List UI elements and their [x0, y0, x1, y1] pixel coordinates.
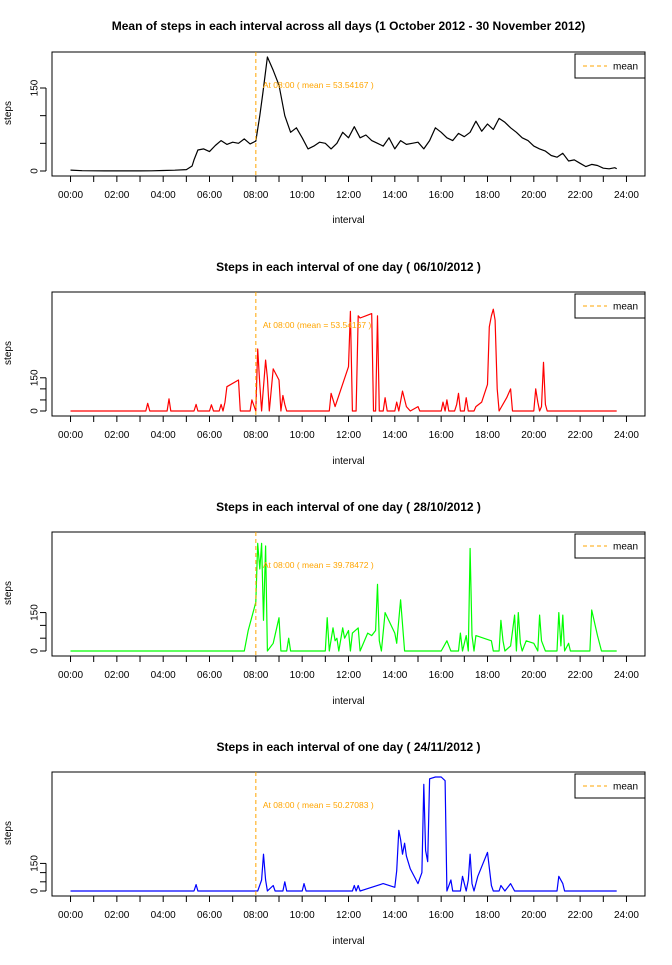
x-tick-label: 08:00: [243, 910, 268, 921]
y-tick-label: 0: [30, 408, 41, 414]
mean-annotation: At 08:00 ( mean = 50.27083 ): [263, 800, 374, 810]
x-tick-label: 14:00: [382, 670, 407, 681]
mean-annotation: At 08:00 ( mean = 39.78472 ): [263, 560, 374, 570]
mean-annotation: At 08:00 ( mean = 53.54167 ): [263, 80, 374, 90]
x-axis-label: interval: [332, 696, 364, 707]
y-axis-label: steps: [3, 581, 14, 605]
x-tick-label: 14:00: [382, 190, 407, 201]
x-tick-label: 18:00: [475, 190, 500, 201]
x-tick-label: 02:00: [104, 430, 129, 441]
x-tick-label: 18:00: [475, 670, 500, 681]
x-tick-label: 20:00: [521, 910, 546, 921]
x-tick-label: 14:00: [382, 430, 407, 441]
chart-title: Steps in each interval of one day ( 28/1…: [216, 500, 481, 514]
legend-label: mean: [613, 542, 638, 553]
x-tick-label: 12:00: [336, 190, 361, 201]
y-tick-label: 150: [30, 369, 41, 386]
x-tick-label: 10:00: [290, 430, 315, 441]
chart-panel-2: Steps in each interval of one day ( 06/1…: [3, 260, 646, 467]
x-tick-label: 20:00: [521, 430, 546, 441]
x-tick-label: 08:00: [243, 670, 268, 681]
x-tick-label: 10:00: [290, 670, 315, 681]
x-tick-label: 02:00: [104, 670, 129, 681]
y-axis-label: steps: [3, 821, 14, 845]
y-axis-label: steps: [3, 101, 14, 125]
x-tick-label: 24:00: [614, 910, 639, 921]
x-tick-label: 24:00: [614, 190, 639, 201]
x-tick-label: 10:00: [290, 190, 315, 201]
x-tick-label: 08:00: [243, 430, 268, 441]
chart-title: Steps in each interval of one day ( 24/1…: [216, 740, 480, 754]
x-tick-label: 02:00: [104, 910, 129, 921]
x-tick-label: 04:00: [151, 190, 176, 201]
x-axis-label: interval: [332, 215, 364, 226]
chart-title: Mean of steps in each interval across al…: [112, 19, 586, 33]
y-tick-label: 150: [30, 855, 41, 872]
x-tick-label: 12:00: [336, 670, 361, 681]
y-tick-label: 0: [30, 648, 41, 654]
series-line: [70, 776, 617, 892]
x-tick-label: 00:00: [58, 910, 83, 921]
x-tick-label: 10:00: [290, 910, 315, 921]
x-tick-label: 22:00: [568, 190, 593, 201]
x-tick-label: 08:00: [243, 190, 268, 201]
x-tick-label: 00:00: [58, 190, 83, 201]
y-tick-label: 150: [30, 79, 41, 96]
legend-label: mean: [613, 62, 638, 73]
x-tick-label: 02:00: [104, 190, 129, 201]
x-tick-label: 12:00: [336, 430, 361, 441]
x-tick-label: 18:00: [475, 430, 500, 441]
x-tick-label: 22:00: [568, 910, 593, 921]
chart-title: Steps in each interval of one day ( 06/1…: [216, 260, 481, 274]
mean-annotation: At 08:00 (mean = 53.54167 ): [263, 320, 372, 330]
x-tick-label: 18:00: [475, 910, 500, 921]
legend-label: mean: [613, 302, 638, 313]
chart-panel-4: Steps in each interval of one day ( 24/1…: [3, 740, 646, 947]
chart-panel-3: Steps in each interval of one day ( 28/1…: [3, 500, 646, 707]
x-tick-label: 12:00: [336, 910, 361, 921]
x-tick-label: 16:00: [429, 190, 454, 201]
x-tick-label: 06:00: [197, 910, 222, 921]
series-line: [70, 56, 618, 172]
x-tick-label: 22:00: [568, 430, 593, 441]
x-tick-label: 00:00: [58, 430, 83, 441]
x-axis-label: interval: [332, 936, 364, 947]
x-tick-label: 04:00: [151, 430, 176, 441]
x-tick-label: 14:00: [382, 910, 407, 921]
x-tick-label: 22:00: [568, 670, 593, 681]
x-tick-label: 16:00: [429, 430, 454, 441]
x-tick-label: 24:00: [614, 430, 639, 441]
series-line: [70, 542, 617, 652]
plot-frame: [51, 771, 646, 897]
x-tick-label: 24:00: [614, 670, 639, 681]
y-axis-label: steps: [3, 341, 14, 365]
y-tick-label: 0: [30, 888, 41, 894]
x-tick-label: 04:00: [151, 910, 176, 921]
x-tick-label: 00:00: [58, 670, 83, 681]
legend-label: mean: [613, 782, 638, 793]
x-tick-label: 16:00: [429, 670, 454, 681]
x-tick-label: 06:00: [197, 670, 222, 681]
chart-panel-1: Mean of steps in each interval across al…: [3, 19, 646, 226]
x-tick-label: 06:00: [197, 190, 222, 201]
x-axis-label: interval: [332, 456, 364, 467]
series-line: [70, 308, 617, 412]
x-tick-label: 20:00: [521, 670, 546, 681]
x-tick-label: 06:00: [197, 430, 222, 441]
y-tick-label: 0: [30, 168, 41, 174]
plot-frame: [51, 531, 646, 657]
x-tick-label: 04:00: [151, 670, 176, 681]
x-tick-label: 20:00: [521, 190, 546, 201]
y-tick-label: 150: [30, 604, 41, 621]
x-tick-label: 16:00: [429, 910, 454, 921]
